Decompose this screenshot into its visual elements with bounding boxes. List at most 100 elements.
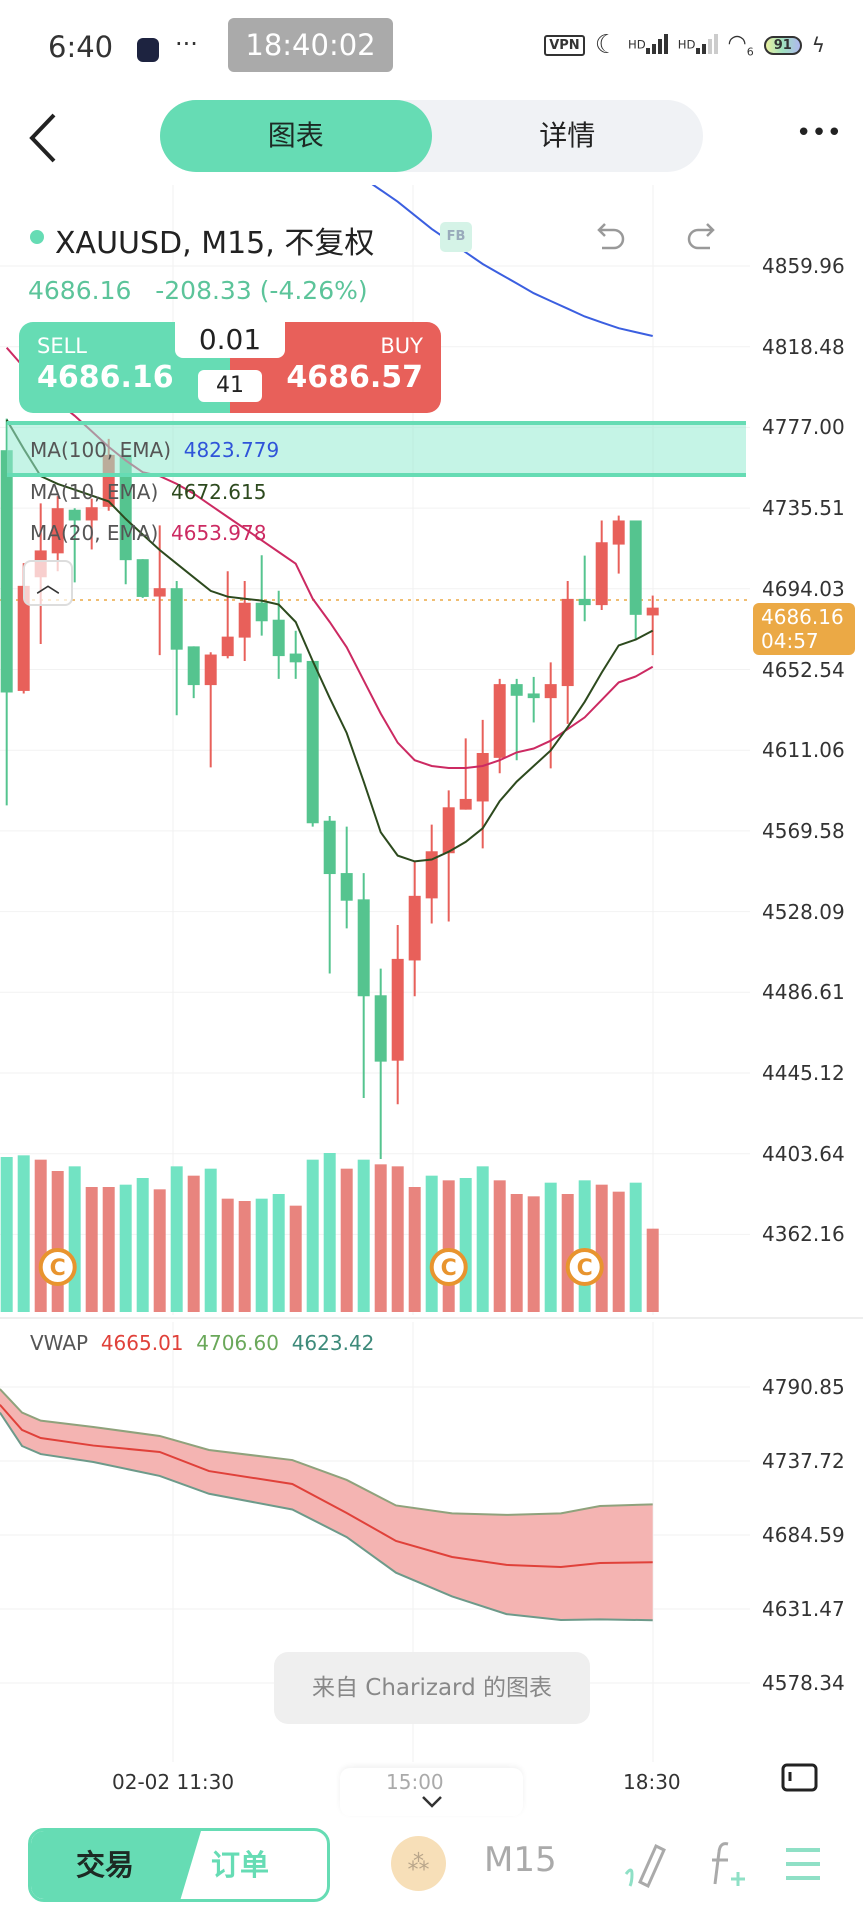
menu-icon[interactable] bbox=[784, 1846, 822, 1882]
candle-body bbox=[357, 899, 370, 997]
price-tick-label: 4694.03 bbox=[762, 576, 845, 601]
candle bbox=[255, 555, 268, 636]
vwap-band-fill bbox=[0, 1389, 653, 1621]
price-tick-label: 4818.48 bbox=[762, 334, 845, 359]
symbol-title[interactable]: XAUUSD, M15, 不复权 bbox=[55, 226, 375, 261]
lot-size-input[interactable]: 0.01 bbox=[175, 322, 285, 358]
spread-badge: 41 bbox=[198, 370, 262, 402]
candle-body bbox=[425, 851, 438, 899]
volume-bar bbox=[289, 1205, 302, 1312]
candle bbox=[272, 590, 285, 679]
event-marker-icon bbox=[38, 1248, 77, 1286]
candle bbox=[578, 555, 591, 622]
candle bbox=[612, 515, 625, 574]
hd-label: HD bbox=[677, 37, 696, 52]
chart-source-toast: 来自 Charizard 的图表 bbox=[274, 1652, 590, 1724]
candle bbox=[357, 873, 370, 1099]
candle bbox=[289, 630, 302, 679]
volume-bar bbox=[170, 1166, 183, 1312]
volume-bar bbox=[306, 1159, 319, 1312]
fullscreen-icon[interactable] bbox=[780, 1762, 820, 1794]
candle-body bbox=[187, 646, 200, 686]
candle-body bbox=[238, 602, 251, 638]
time-label: 02-02 11:30 bbox=[112, 1770, 235, 1794]
price-tick-label: 4652.54 bbox=[762, 657, 845, 682]
candle bbox=[323, 816, 336, 974]
volume-bar bbox=[510, 1194, 523, 1312]
market-status-dot bbox=[30, 230, 44, 244]
more-menu-icon[interactable]: ••• bbox=[796, 118, 843, 148]
candle bbox=[374, 968, 387, 1159]
chevron-down-icon[interactable] bbox=[420, 1794, 444, 1810]
candle-body bbox=[459, 798, 472, 810]
volume-bar bbox=[646, 1228, 659, 1312]
buy-button[interactable]: BUY 4686.57 bbox=[230, 322, 441, 413]
vwap-tick-label: 4790.85 bbox=[762, 1375, 845, 1399]
back-icon[interactable] bbox=[28, 112, 58, 164]
candle-body bbox=[612, 520, 625, 545]
redo-icon[interactable] bbox=[684, 220, 720, 254]
candle-body bbox=[85, 507, 98, 521]
orders-tab[interactable]: 订单 bbox=[211, 1848, 270, 1882]
event-marker-icon bbox=[429, 1248, 468, 1286]
candle bbox=[170, 580, 183, 716]
vwap-lower-line bbox=[0, 1412, 653, 1622]
indicator-add-icon[interactable] bbox=[706, 1838, 752, 1890]
undo-icon[interactable] bbox=[592, 220, 628, 254]
ma100-line bbox=[371, 185, 653, 337]
volume-bar bbox=[136, 1178, 149, 1312]
vwap-line bbox=[0, 1404, 653, 1569]
candle-body bbox=[153, 588, 166, 597]
volume-bar bbox=[459, 1178, 472, 1312]
candle bbox=[238, 580, 251, 661]
trade-tab[interactable]: 交易 bbox=[31, 1831, 201, 1899]
candle-body bbox=[272, 619, 285, 657]
sell-button[interactable]: SELL 4686.16 bbox=[19, 322, 230, 413]
event-marker-icon bbox=[565, 1248, 604, 1286]
volume-bar bbox=[442, 1180, 455, 1312]
notification-app-icon bbox=[137, 38, 159, 62]
expand-handle[interactable] bbox=[340, 1768, 523, 1816]
candle-body bbox=[629, 520, 642, 615]
volume-bar bbox=[51, 1171, 64, 1312]
vwap-upper-line bbox=[0, 1388, 653, 1516]
tab-details[interactable]: 详情 bbox=[539, 119, 596, 152]
candle-body bbox=[170, 588, 183, 650]
volume-bar bbox=[0, 1157, 13, 1312]
price-tick-label: 4362.16 bbox=[762, 1222, 845, 1247]
current-price: 4686.16 bbox=[761, 605, 844, 629]
floating-clock: 18:40:02 bbox=[228, 18, 393, 72]
ma100-legend: MA(100, EMA) 4823.779 bbox=[30, 438, 280, 462]
candle-body bbox=[204, 654, 217, 686]
signal-1-icon: HD bbox=[628, 32, 668, 58]
price-tick-label: 4445.12 bbox=[762, 1061, 845, 1085]
collapse-indicators-button[interactable]: ︿ bbox=[23, 560, 73, 606]
candle bbox=[561, 580, 574, 724]
candle-body bbox=[255, 602, 268, 622]
price-tick-label: 4735.51 bbox=[762, 496, 845, 521]
charging-icon: ϟ bbox=[811, 33, 825, 57]
draw-tool-icon[interactable] bbox=[622, 1838, 672, 1890]
candle bbox=[595, 520, 608, 610]
volume-bar bbox=[493, 1180, 506, 1312]
volume-bar bbox=[323, 1153, 336, 1312]
candle-body bbox=[221, 636, 234, 657]
candle bbox=[136, 559, 149, 598]
candle bbox=[340, 826, 353, 929]
volume-bar bbox=[340, 1168, 353, 1312]
vwap-tick-label: 4684.59 bbox=[762, 1523, 845, 1547]
event-marker-label: C bbox=[50, 1256, 66, 1281]
event-marker-label: C bbox=[577, 1256, 593, 1281]
candle bbox=[408, 861, 421, 997]
candle-body bbox=[289, 653, 302, 663]
candle-body bbox=[306, 660, 319, 824]
timeframe-selector[interactable]: M15 bbox=[484, 1840, 557, 1880]
tab-chart[interactable]: 图表 bbox=[160, 100, 432, 172]
candle bbox=[442, 790, 455, 922]
volume-bar bbox=[357, 1159, 370, 1312]
price-tick-label: 4859.96 bbox=[762, 254, 845, 278]
vwap-tick-label: 4631.47 bbox=[762, 1597, 845, 1621]
gold-bars-icon[interactable]: ⁂ bbox=[391, 1836, 446, 1891]
sell-price: 4686.16 bbox=[37, 360, 174, 395]
signal-2-icon: HD bbox=[678, 32, 718, 58]
